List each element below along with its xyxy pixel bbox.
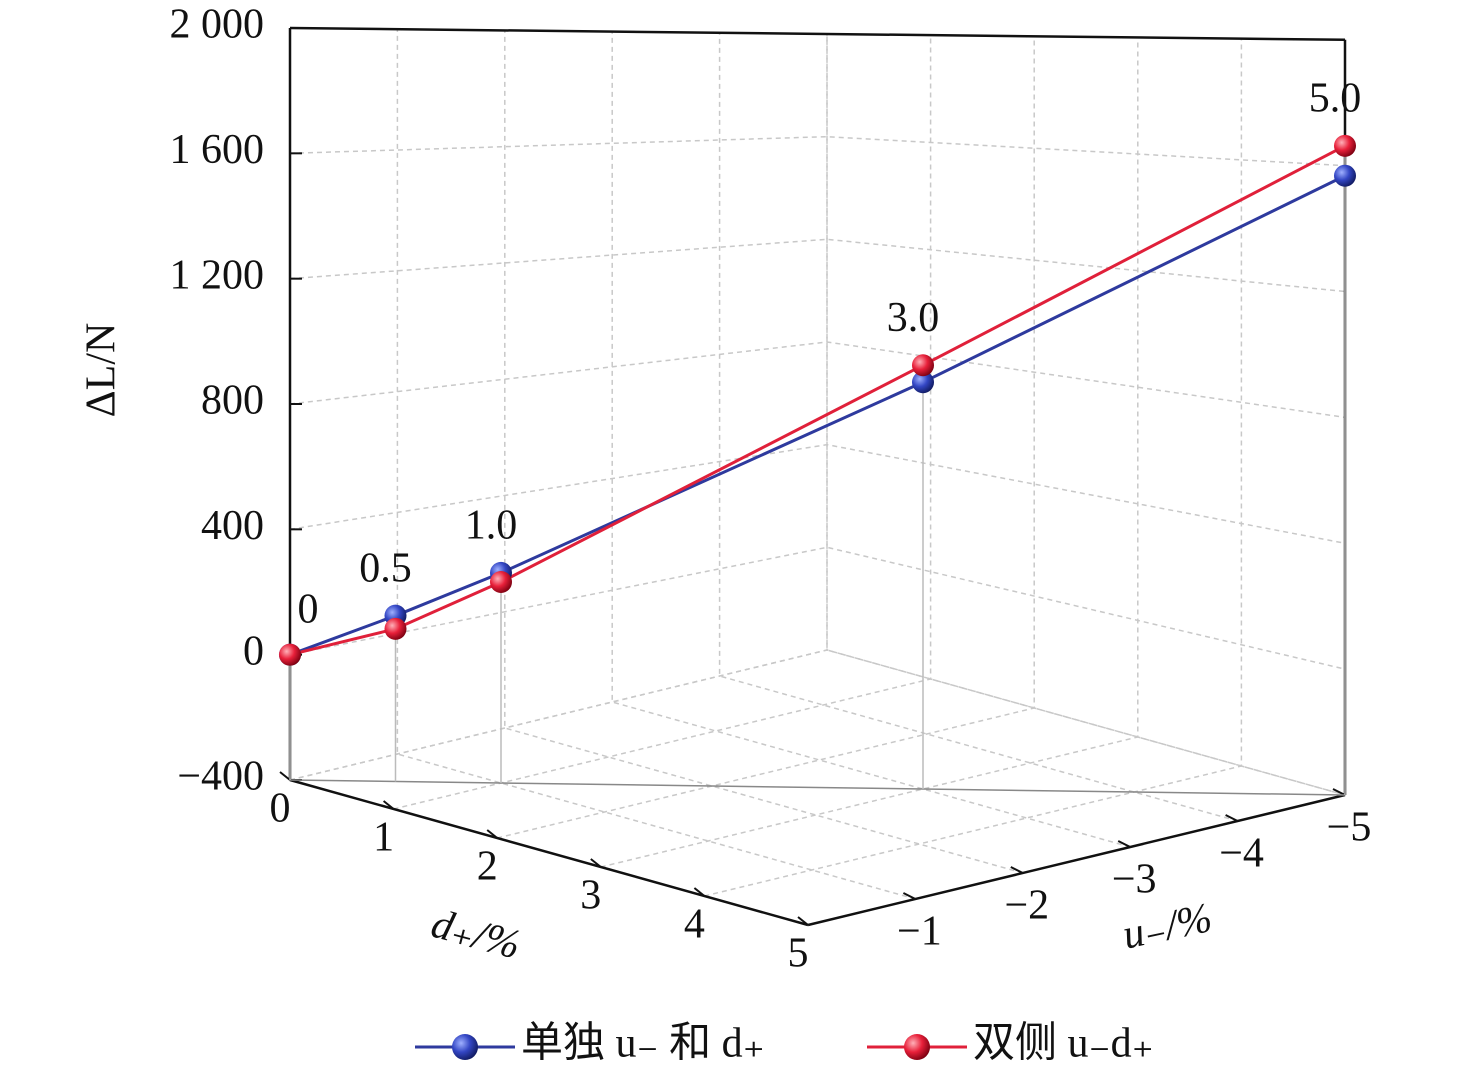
data-point	[912, 354, 934, 377]
y-tick	[902, 892, 916, 900]
axis-line	[289, 778, 809, 927]
z-tick-label: 2 000	[170, 2, 265, 48]
grid-line	[289, 649, 1346, 796]
z-tick-label: 0	[243, 628, 264, 674]
data-point	[1334, 164, 1356, 187]
grid	[289, 27, 1346, 926]
legend-label: 单独 u₋ 和 d₊	[521, 1021, 765, 1067]
grid-line	[289, 135, 1346, 167]
data-point	[279, 643, 301, 666]
z-tick-label: 400	[201, 503, 264, 549]
grid-line	[600, 37, 1139, 868]
x-tick-label: 1	[373, 815, 394, 861]
grid-line	[289, 33, 828, 781]
x-tick-label: 5	[788, 931, 809, 977]
grid-line	[504, 30, 1024, 874]
axis-line	[289, 26, 1346, 42]
grid-line	[611, 31, 1131, 848]
point-label: 0.5	[359, 545, 412, 591]
x-tick-label: 4	[684, 902, 705, 948]
series-line	[289, 144, 1346, 657]
data-point	[490, 570, 512, 593]
legend: 单独 u₋ 和 d₊ 双侧 u₋d₊	[415, 1021, 1154, 1067]
data-point	[912, 371, 934, 394]
y-tick-label: −2	[1004, 883, 1049, 929]
z-tick-label: −400	[177, 754, 264, 800]
grid-line	[289, 546, 1346, 670]
legend-label: 双侧 u₋d₊	[973, 1021, 1154, 1067]
point-label: 3.0	[887, 295, 940, 341]
grid-line	[289, 443, 1346, 544]
point-label: 5.0	[1309, 75, 1362, 121]
grid-line	[396, 29, 916, 900]
data-point	[384, 617, 407, 640]
grid-line	[826, 33, 1346, 796]
y-tick	[1010, 866, 1024, 874]
grid-line	[807, 39, 1346, 926]
z-tick-label: 800	[201, 378, 264, 424]
series-line	[289, 174, 1346, 657]
legend-marker	[904, 1034, 930, 1060]
y-tick-label: −4	[1219, 831, 1264, 877]
legend-marker	[452, 1034, 478, 1060]
y-tick	[1117, 840, 1131, 848]
grid-line	[289, 341, 1346, 419]
y-tick	[1225, 814, 1239, 822]
y-axis-title: u₋/%	[1119, 895, 1216, 959]
x-tick	[279, 771, 291, 781]
marks: 0 0.5 1.0 3.0 5.0	[279, 75, 1361, 795]
x-axis-title: d₊/%	[427, 901, 526, 969]
x-tick-label: 2	[477, 844, 498, 890]
y-tick-label: −1	[897, 909, 942, 955]
axis-line	[289, 779, 1346, 796]
point-label: 0	[298, 586, 319, 632]
z-tick-label: 1 600	[170, 127, 265, 173]
z-tick-label: 1 200	[170, 252, 265, 298]
x-tick-label: 3	[580, 873, 601, 919]
x-tick-label: 0	[270, 786, 291, 832]
grid-line	[718, 32, 1238, 822]
y-tick	[1332, 788, 1346, 796]
y-tick-label: −3	[1112, 857, 1157, 903]
axis-line	[807, 793, 1346, 927]
grid-line	[393, 35, 932, 810]
point-label: 1.0	[465, 503, 518, 549]
data-point	[1334, 134, 1356, 157]
z-axis-title: ΔL/N	[79, 323, 125, 418]
grid-line	[704, 38, 1243, 897]
grid-line	[289, 238, 1346, 293]
grid-line	[497, 36, 1035, 839]
y-tick-label: −5	[1327, 805, 1372, 851]
